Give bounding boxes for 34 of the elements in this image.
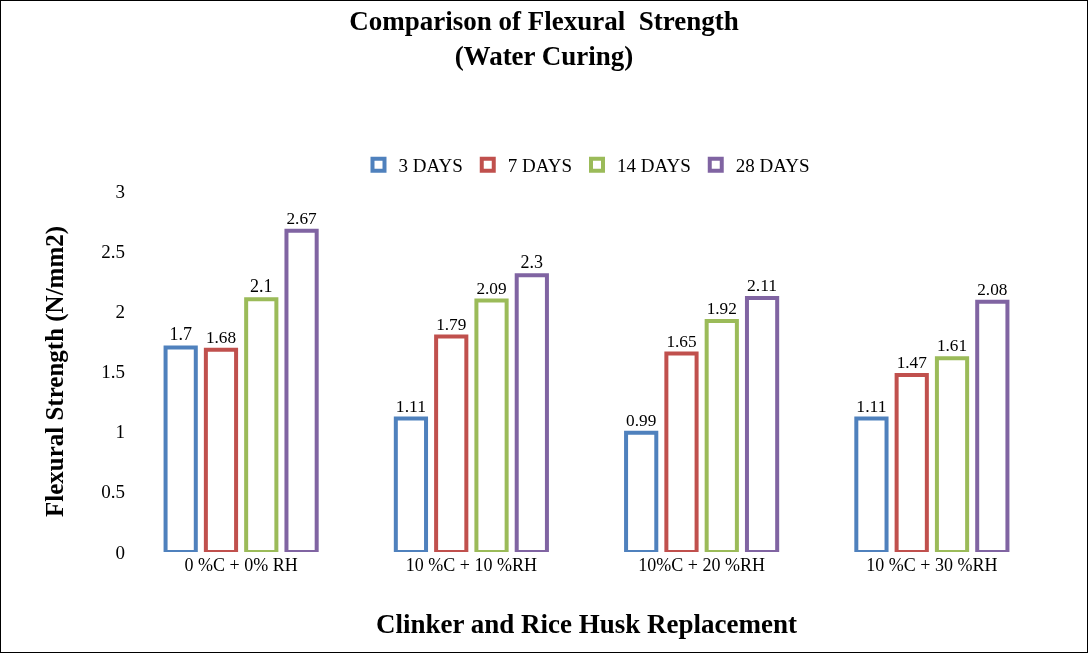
x-tick-label: 10 %C + 30 %RH (866, 555, 998, 575)
y-tick-label: 2.5 (101, 240, 125, 262)
y-tick-label: 3 (115, 180, 125, 202)
data-label: 1.79 (436, 314, 467, 334)
y-tick-label: 0.5 (101, 481, 125, 503)
legend-label: 28 DAYS (735, 155, 810, 177)
y-axis-title: Flexural Strength (N/mm2) (41, 225, 69, 518)
data-label: 1.11 (395, 395, 427, 416)
data-label: 1.65 (666, 331, 697, 351)
chart-title: Comparison of Flexural Strength (Water Curing) (349, 6, 739, 72)
data-label: 1.47 (896, 353, 928, 373)
data-label: 1.68 (205, 328, 237, 347)
x-tick-label: 10 %C + 10 %RH (405, 555, 537, 575)
data-label: 2.09 (476, 278, 507, 298)
legend-label: 14 DAYS (617, 155, 691, 177)
data-label: 2.08 (977, 279, 1008, 299)
y-tick-label: 2 (115, 300, 125, 322)
y-tick-label: 0 (115, 541, 125, 563)
legend-label: 7 DAYS (507, 155, 572, 177)
x-axis-title: Clinker and Rice Husk Replacement (375, 609, 798, 640)
legend-label: 3 DAYS (398, 155, 463, 177)
y-tick-label: 1.5 (101, 361, 125, 383)
data-label: 0.99 (626, 411, 657, 431)
data-label: 1.11 (856, 395, 887, 416)
data-label: 2.1 (250, 276, 273, 297)
data-label: 1.92 (706, 299, 737, 319)
x-tick-label: 10%C + 20 %RH (638, 555, 765, 575)
data-label: 2.67 (286, 208, 318, 228)
x-tick-label: 0 %C + 0% RH (184, 555, 298, 575)
data-label: 2.11 (746, 275, 778, 296)
data-label: 1.61 (936, 336, 968, 356)
data-label: 2.3 (520, 252, 544, 273)
y-tick-label: 1 (115, 421, 125, 443)
data-label: 1.7 (169, 324, 192, 345)
